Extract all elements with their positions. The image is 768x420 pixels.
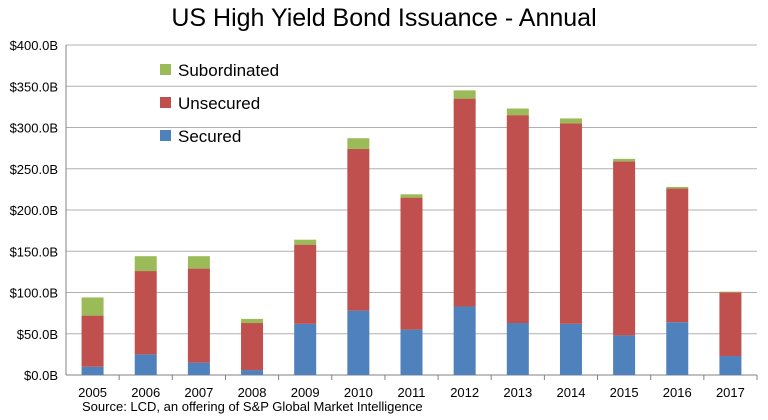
bar-unsecured-2014: [559, 123, 582, 324]
x-tick-label: 2015: [610, 385, 639, 400]
legend-label-unsecured: Unsecured: [178, 94, 260, 113]
y-tick-label: $200.0B: [10, 203, 58, 218]
bar-unsecured-2017: [719, 292, 742, 357]
x-tick-label: 2011: [398, 385, 426, 400]
legend-label-secured: Secured: [178, 127, 241, 146]
bar-unsecured-2013: [506, 115, 529, 324]
bar-secured-2016: [666, 322, 689, 375]
legend-swatch-secured: [160, 130, 171, 141]
x-tick-label: 2012: [450, 385, 479, 400]
bar-unsecured-2009: [294, 244, 317, 324]
x-tick-label: 2008: [238, 385, 267, 400]
bar-subordinated-2016: [666, 186, 689, 189]
bar-subordinated-2009: [294, 239, 317, 245]
y-tick-label: $100.0B: [10, 286, 58, 301]
source-note: Source: LCD, an offering of S&P Global M…: [82, 399, 423, 414]
bar-unsecured-2015: [613, 161, 636, 336]
bar-subordinated-2011: [400, 194, 423, 198]
y-tick-label: $150.0B: [10, 244, 58, 259]
bar-unsecured-2010: [347, 148, 370, 311]
bar-unsecured-2012: [453, 98, 476, 307]
x-tick-label: 2014: [557, 385, 586, 400]
bar-subordinated-2015: [613, 158, 636, 162]
bar-secured-2008: [241, 370, 264, 375]
x-tick-label: 2007: [184, 385, 213, 400]
y-tick-label: $50.0B: [17, 327, 58, 342]
bar-subordinated-2012: [453, 90, 476, 99]
bar-secured-2014: [559, 323, 582, 375]
y-tick-label: $0.0B: [24, 368, 58, 383]
bar-subordinated-2005: [81, 297, 104, 316]
bar-unsecured-2016: [666, 188, 689, 323]
bar-secured-2007: [187, 362, 210, 375]
bar-secured-2005: [81, 366, 104, 375]
x-tick-label: 2013: [503, 385, 532, 400]
bar-subordinated-2017: [719, 291, 742, 293]
bar-subordinated-2007: [187, 256, 210, 269]
x-tick-label: 2017: [716, 385, 745, 400]
bar-secured-2015: [613, 335, 636, 375]
x-tick-label: 2006: [131, 385, 160, 400]
legend-swatch-unsecured: [160, 97, 171, 108]
bar-secured-2010: [347, 310, 370, 375]
bar-unsecured-2006: [134, 271, 157, 355]
bar-secured-2009: [294, 323, 317, 375]
bar-unsecured-2007: [187, 268, 210, 363]
legend-label-subordinated: Subordinated: [178, 61, 279, 80]
chart-title: US High Yield Bond Issuance - Annual: [171, 4, 597, 32]
legend-swatch-subordinated: [160, 64, 171, 75]
x-tick-label: 2009: [291, 385, 320, 400]
x-tick-label: 2016: [663, 385, 692, 400]
bar-secured-2017: [719, 356, 742, 375]
bar-secured-2012: [453, 306, 476, 375]
bar-unsecured-2005: [81, 315, 104, 367]
bar-unsecured-2008: [241, 323, 264, 371]
bar-secured-2006: [134, 354, 157, 375]
y-tick-label: $350.0B: [10, 79, 58, 94]
bar-subordinated-2013: [506, 108, 529, 116]
bar-secured-2013: [506, 323, 529, 375]
y-tick-label: $300.0B: [10, 121, 58, 136]
bar-subordinated-2010: [347, 138, 370, 149]
y-tick-label: $250.0B: [10, 162, 58, 177]
bar-unsecured-2011: [400, 197, 423, 330]
x-tick-label: 2005: [78, 385, 107, 400]
bar-subordinated-2014: [559, 118, 582, 124]
bar-subordinated-2006: [134, 256, 157, 272]
bar-secured-2011: [400, 329, 423, 375]
x-tick-label: 2010: [344, 385, 373, 400]
y-tick-label: $400.0B: [10, 38, 58, 53]
bar-subordinated-2008: [241, 318, 264, 324]
